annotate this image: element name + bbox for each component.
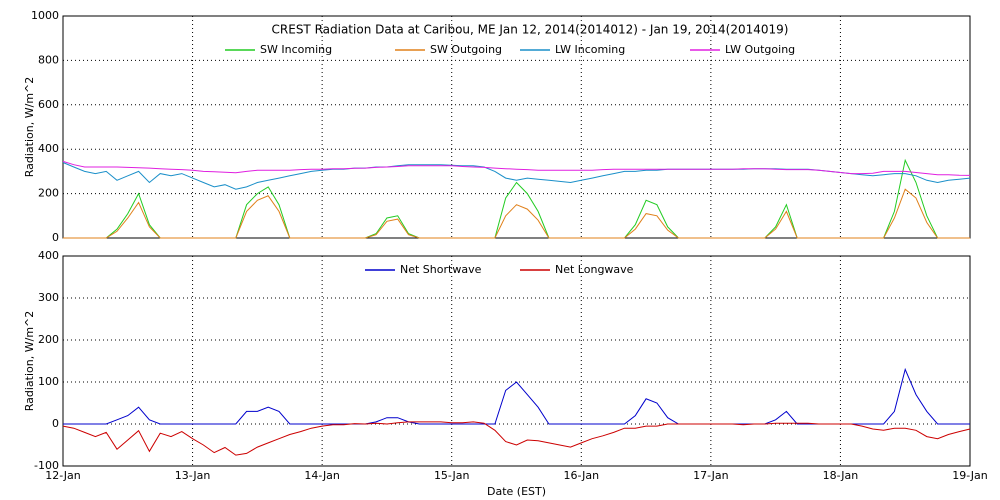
x-tick-label: 15-Jan [434,469,470,482]
series-line [63,188,970,239]
legend-label: Net Shortwave [400,263,482,276]
plot-frame [62,15,971,239]
series-line [62,421,971,456]
legend-label: LW Incoming [555,43,625,56]
y-tick-label: 1000 [31,9,59,22]
x-axis-label: Date (EST) [487,485,546,498]
y-axis-label: Radiation, W/m^2 [23,311,36,412]
chart-title: CREST Radiation Data at Caribou, ME Jan … [272,23,789,37]
y-tick-label: 800 [38,53,59,66]
x-tick-label: 14-Jan [304,469,340,482]
x-tick-label: 19-Jan [952,469,988,482]
series-line [62,160,971,176]
legend-label: SW Incoming [260,43,332,56]
y-tick-label: 100 [38,375,59,388]
x-tick-label: 13-Jan [175,469,211,482]
y-tick-label: -100 [34,459,59,472]
series-line [62,162,971,190]
y-tick-label: 0 [52,417,59,430]
x-tick-label: 16-Jan [564,469,600,482]
y-tick-label: 0 [52,231,59,244]
y-tick-label: 600 [38,98,59,111]
y-axis-label: Radiation, W/m^2 [23,77,36,178]
y-tick-label: 200 [38,333,59,346]
x-tick-label: 12-Jan [45,469,81,482]
y-tick-label: 400 [38,249,59,262]
y-tick-label: 300 [38,291,59,304]
x-tick-label: 17-Jan [693,469,729,482]
legend-label: Net Longwave [555,263,634,276]
y-tick-label: 200 [38,187,59,200]
legend-label: LW Outgoing [725,43,795,56]
legend-label: SW Outgoing [430,43,502,56]
x-tick-label: 18-Jan [823,469,859,482]
plot-frame [62,255,971,467]
y-tick-label: 400 [38,142,59,155]
series-line [63,367,970,425]
